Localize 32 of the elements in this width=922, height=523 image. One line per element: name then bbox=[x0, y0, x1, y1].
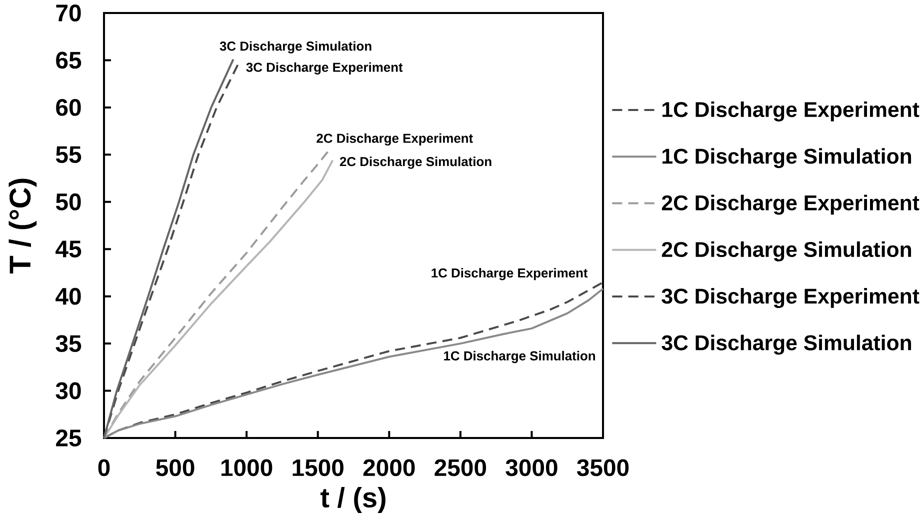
y-axis-title: T / (°C) bbox=[8, 178, 37, 274]
y-tick-label: 65 bbox=[56, 52, 82, 69]
x-tick-label: 3500 bbox=[576, 459, 629, 476]
y-tick-label: 35 bbox=[56, 335, 82, 352]
y-tick-label: 45 bbox=[56, 240, 82, 258]
y-tick-label: 30 bbox=[56, 382, 81, 400]
annotation: 2C Discharge Simulation bbox=[340, 156, 492, 169]
x-tick-label: 2500 bbox=[434, 459, 486, 476]
annotation: 1C Discharge Simulation bbox=[444, 350, 595, 364]
x-tick-label: 1000 bbox=[221, 459, 272, 476]
annotation: 2C Discharge Experiment bbox=[316, 133, 473, 146]
y-tick-label: 60 bbox=[56, 98, 81, 116]
legend-label: 3C Discharge Experiment bbox=[662, 288, 920, 308]
legend-label: 1C Discharge Simulation bbox=[662, 148, 912, 168]
y-tick-label: 70 bbox=[56, 4, 81, 22]
legend-label: 2C Discharge Experiment bbox=[662, 194, 920, 215]
annotation: 3C Discharge Simulation bbox=[220, 41, 372, 54]
annotation: 1C Discharge Experiment bbox=[432, 268, 588, 280]
y-tick-label: 55 bbox=[56, 146, 82, 164]
x-tick-label: 1500 bbox=[292, 459, 344, 476]
x-tick-label: 2000 bbox=[363, 459, 415, 476]
annotation: 3C Discharge Experiment bbox=[246, 62, 403, 75]
x-tick-label: 500 bbox=[156, 459, 194, 476]
y-tick-label: 25 bbox=[56, 430, 82, 446]
x-tick-label: 3000 bbox=[506, 459, 558, 476]
y-tick-label: 40 bbox=[56, 288, 81, 305]
legend-label: 2C Discharge Simulation bbox=[662, 241, 912, 262]
x-tick-label: 0 bbox=[98, 459, 110, 476]
legend-label: 3C Discharge Simulation bbox=[662, 334, 912, 355]
y-tick-label: 50 bbox=[56, 193, 81, 210]
legend-label: 1C Discharge Experiment bbox=[662, 101, 920, 122]
x-axis-title: t / (s) bbox=[320, 487, 386, 514]
